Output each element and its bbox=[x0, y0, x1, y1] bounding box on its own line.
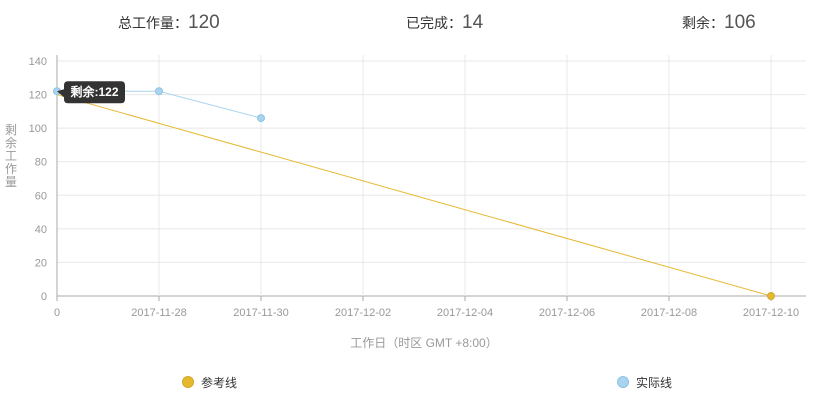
y-axis-title-char: 量 bbox=[5, 175, 17, 189]
y-tick-label: 140 bbox=[29, 56, 47, 68]
completed-label: 已完成： bbox=[406, 15, 462, 31]
y-axis-title: 剩余工作量 bbox=[5, 123, 17, 189]
y-tick-label: 120 bbox=[29, 90, 47, 102]
x-tick-label: 2017-12-08 bbox=[641, 307, 697, 319]
axis-layer: 剩余工作量 工作日（时区 GMT +8:00） 0 20 40 60 80 100 120 1… bbox=[5, 56, 799, 350]
total-workload-value: 120 bbox=[188, 12, 220, 33]
x-tick-label: 0 bbox=[54, 307, 60, 319]
y-tick-label: 40 bbox=[35, 224, 47, 236]
series-layer bbox=[53, 87, 775, 300]
summary-bar: 总工作量：120 已完成：14 剩余：106 bbox=[0, 12, 821, 40]
grid-layer bbox=[56, 55, 806, 301]
y-axis-title-char: 工 bbox=[5, 149, 17, 163]
remaining-value: 106 bbox=[724, 12, 756, 33]
tooltip: 剩余:122 bbox=[57, 81, 125, 104]
actual-point bbox=[155, 87, 163, 96]
completed-stat: 已完成：14 bbox=[406, 12, 483, 34]
x-tick-label: 2017-12-02 bbox=[335, 307, 391, 319]
reference-line bbox=[56, 94, 772, 297]
total-workload-stat: 总工作量：120 bbox=[118, 12, 220, 34]
x-tick-label: 2017-12-06 bbox=[539, 307, 595, 319]
y-axis-title-char: 剩 bbox=[5, 123, 17, 137]
total-workload-label: 总工作量： bbox=[118, 15, 188, 31]
tooltip-text: 剩余:122 bbox=[70, 84, 118, 99]
tooltip-box bbox=[57, 81, 125, 104]
actual-point bbox=[257, 114, 265, 123]
y-axis-title-char: 余 bbox=[5, 135, 17, 150]
x-tick-label: 2017-12-10 bbox=[743, 307, 799, 319]
y-tick-label: 100 bbox=[29, 123, 47, 135]
legend-reference-marker bbox=[182, 376, 194, 388]
legend-item-reference[interactable]: 参考线 bbox=[182, 373, 237, 391]
legend-item-actual[interactable]: 实际线 bbox=[617, 373, 672, 391]
remaining-label: 剩余： bbox=[682, 15, 724, 31]
remaining-stat: 剩余：106 bbox=[682, 12, 756, 34]
x-tick-label: 2017-12-04 bbox=[437, 307, 493, 319]
x-axis-title: 工作日（时区 GMT +8:00） bbox=[350, 336, 497, 350]
y-tick-label: 0 bbox=[41, 291, 47, 303]
x-tick-label: 2017-11-30 bbox=[233, 307, 288, 319]
x-tick-label: 2017-11-28 bbox=[131, 307, 186, 319]
y-tick-label: 60 bbox=[35, 190, 47, 202]
y-tick-label: 80 bbox=[35, 157, 47, 169]
legend-actual-label: 实际线 bbox=[636, 375, 673, 390]
reference-point bbox=[767, 292, 775, 300]
y-axis-title-char: 作 bbox=[5, 162, 17, 176]
completed-value: 14 bbox=[462, 12, 484, 33]
y-tick-label: 20 bbox=[35, 257, 47, 269]
legend-reference-label: 参考线 bbox=[201, 375, 238, 390]
legend-actual-marker bbox=[617, 376, 629, 388]
